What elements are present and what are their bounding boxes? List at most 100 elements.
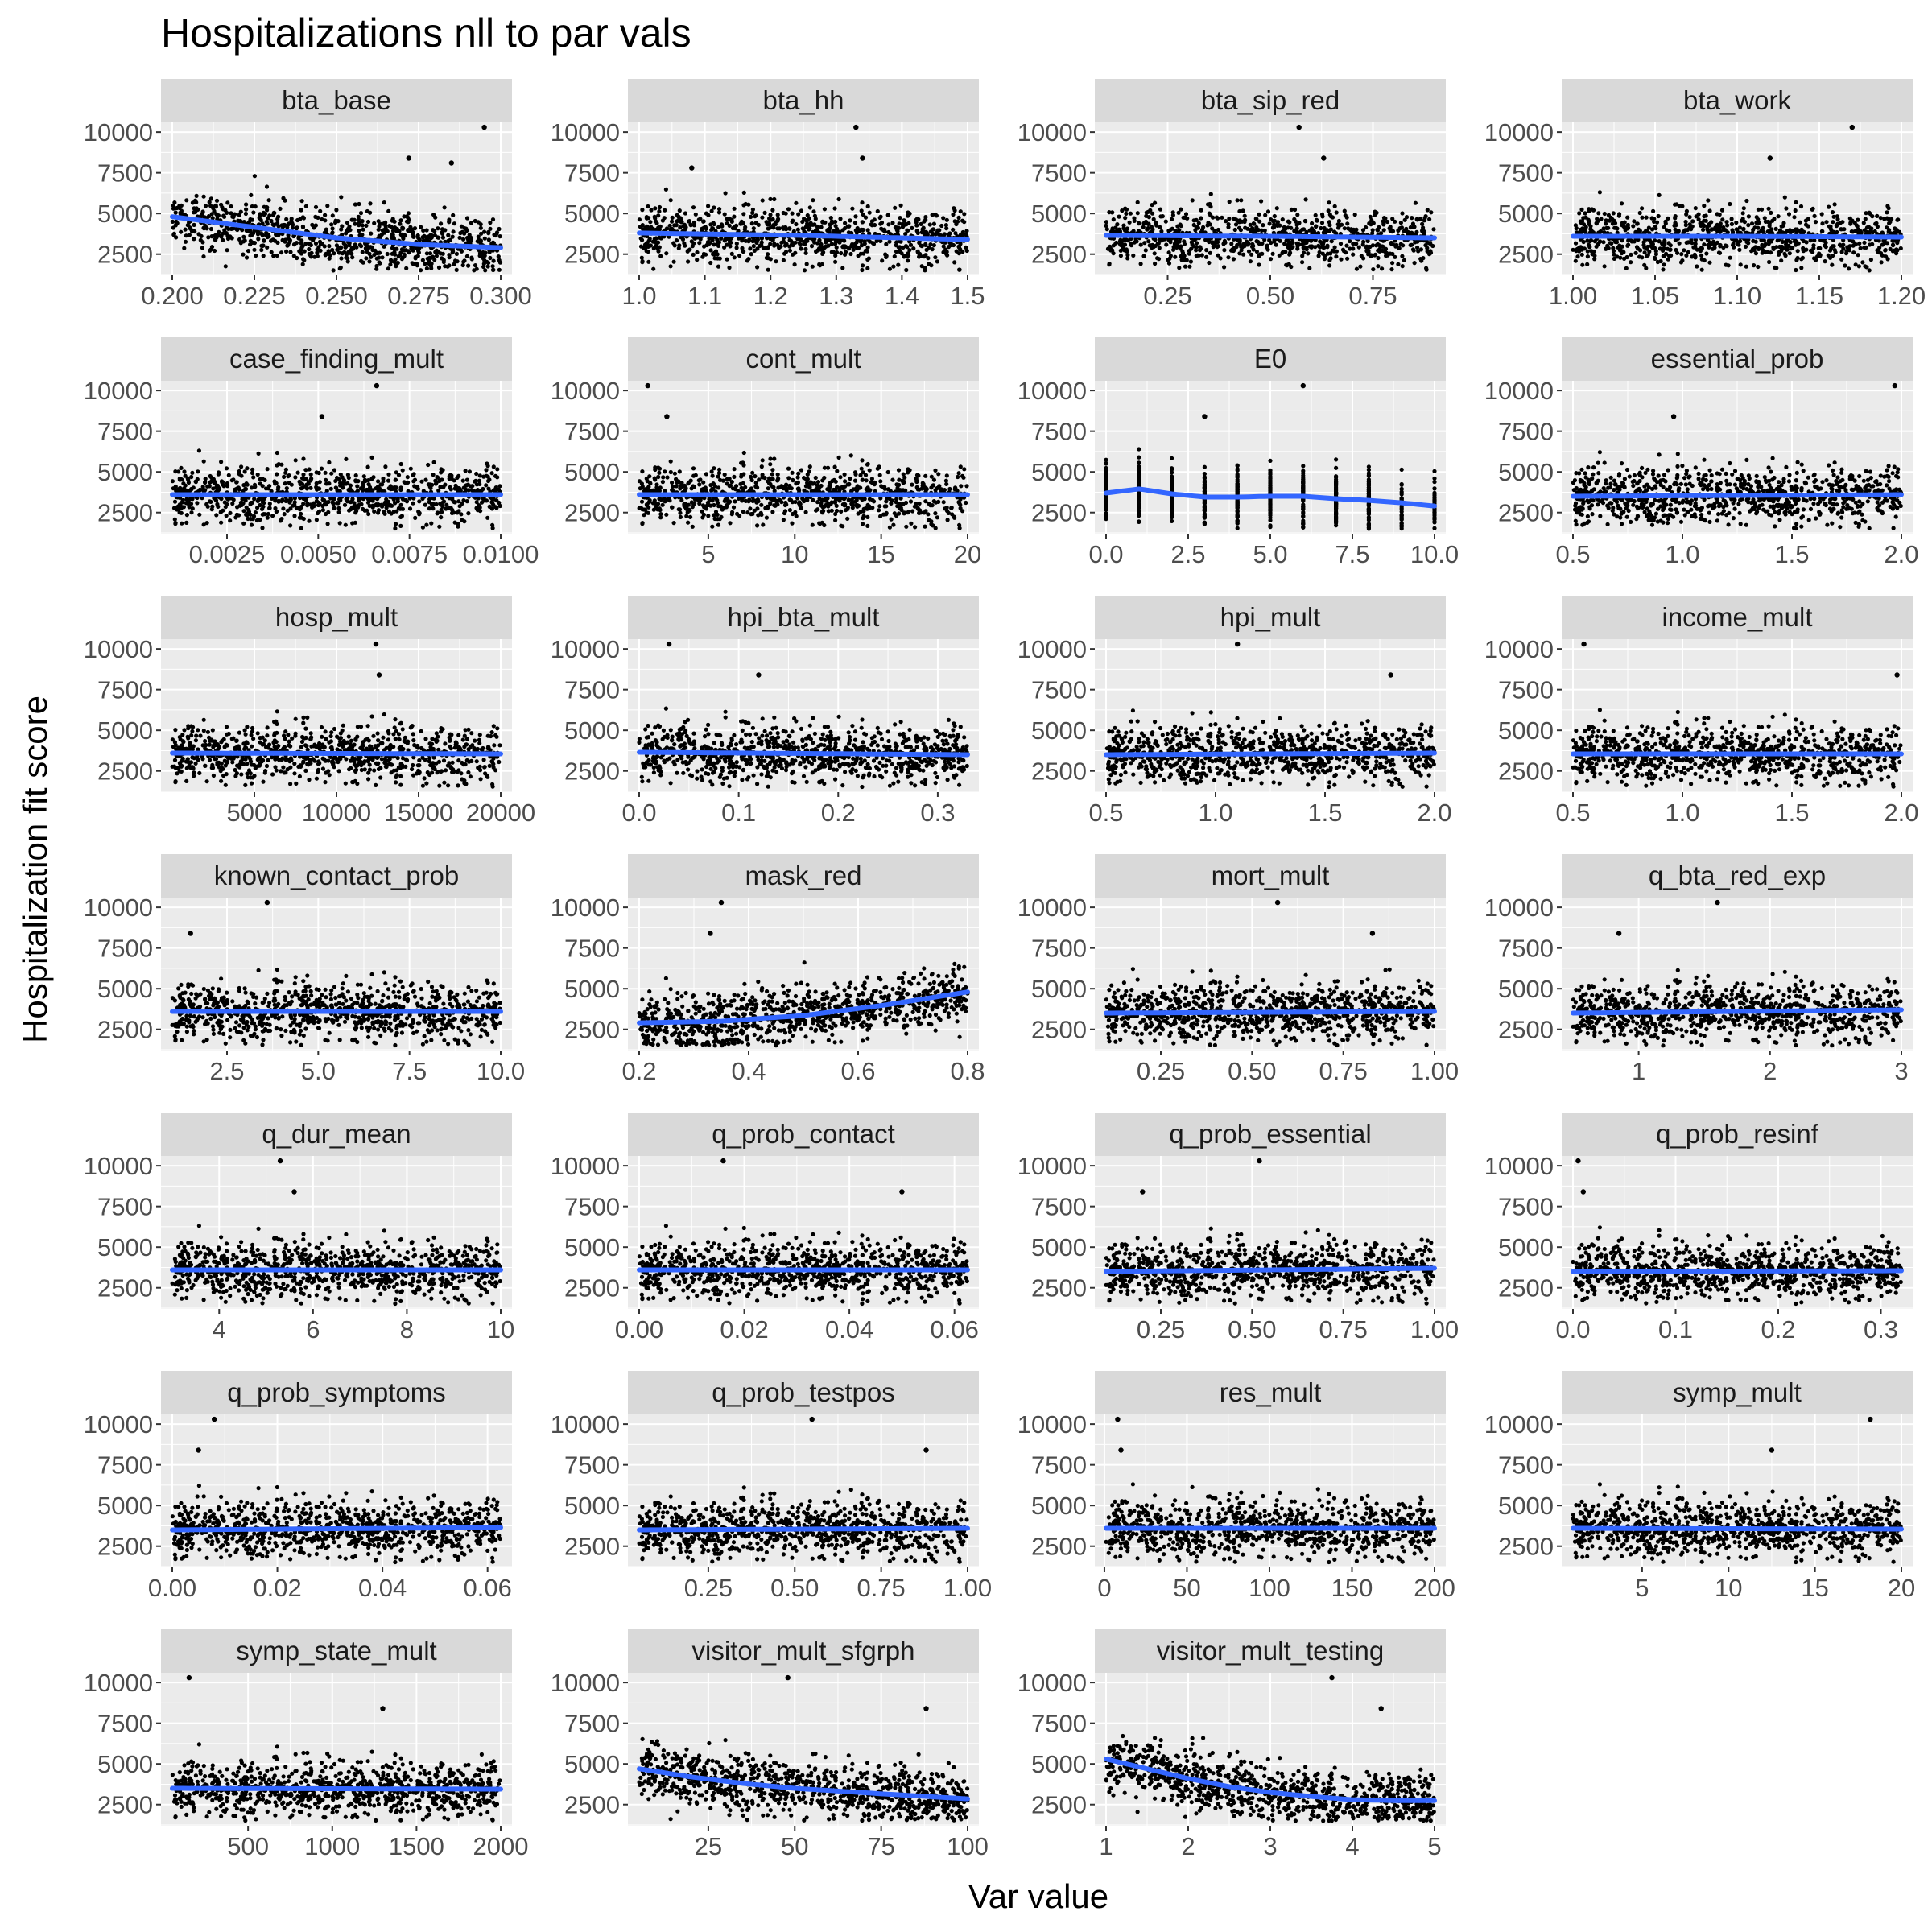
- y-tick-label: 2500: [1031, 241, 1087, 269]
- scatter-point: [1389, 240, 1393, 246]
- scatter-point: [386, 478, 391, 483]
- scatter-point: [1739, 218, 1744, 223]
- scatter-point: [433, 481, 439, 486]
- scatter-point: [189, 474, 194, 480]
- scatter-point: [1867, 210, 1872, 215]
- scatter-point: [1737, 225, 1742, 230]
- scatter-point: [493, 485, 498, 490]
- scatter-point: [712, 205, 716, 210]
- scatter-point: [1250, 242, 1255, 246]
- scatter-point: [1127, 220, 1132, 225]
- scatter-point: [368, 201, 373, 206]
- scatter-point: [1649, 239, 1653, 245]
- scatter-point: [682, 241, 687, 246]
- scatter-point: [701, 219, 706, 224]
- scatter-point: [1647, 249, 1652, 254]
- scatter-point: [915, 230, 920, 235]
- scatter-point: [355, 484, 360, 489]
- scatter-point: [458, 230, 463, 236]
- scatter-point: [201, 254, 206, 259]
- scatter-point: [720, 224, 724, 229]
- scatter-point: [323, 470, 328, 475]
- scatter-point: [1156, 241, 1161, 246]
- scatter-point: [1601, 240, 1606, 245]
- scatter-point: [1666, 257, 1670, 262]
- scatter-point: [284, 249, 289, 254]
- scatter-point: [1741, 226, 1746, 231]
- scatter-point: [439, 515, 444, 520]
- scatter-point: [393, 477, 398, 482]
- scatter-point: [894, 227, 899, 232]
- panel-strip: [161, 79, 512, 122]
- scatter-point: [687, 219, 692, 224]
- scatter-point: [1138, 262, 1143, 266]
- x-tick-label: 1.00: [1549, 282, 1597, 310]
- scatter-point: [1589, 249, 1594, 254]
- scatter-point: [1622, 220, 1627, 225]
- scatter-point: [269, 250, 274, 254]
- scatter-point: [431, 228, 436, 233]
- scatter-point: [250, 204, 254, 209]
- scatter-point: [1281, 250, 1286, 254]
- scatter-point: [1774, 266, 1779, 270]
- scatter-point: [1875, 225, 1880, 229]
- scatter-point: [768, 237, 773, 242]
- scatter-point: [833, 259, 838, 264]
- y-tick-label: 7500: [564, 418, 620, 446]
- scatter-point: [1713, 242, 1718, 246]
- scatter-point: [1138, 242, 1143, 247]
- panel-strip-label: bta_work: [1683, 85, 1791, 115]
- outlier-point: [1296, 124, 1302, 130]
- outlier-point: [1849, 124, 1855, 130]
- scatter-point: [1272, 213, 1277, 219]
- scatter-point: [860, 243, 865, 248]
- scatter-point: [242, 220, 246, 225]
- scatter-point: [660, 502, 665, 507]
- scatter-point: [1744, 264, 1748, 269]
- scatter-point: [188, 497, 193, 502]
- scatter-point: [398, 487, 403, 493]
- scatter-point: [343, 522, 348, 527]
- scatter-point: [737, 253, 742, 258]
- scatter-point: [794, 221, 799, 227]
- scatter-point: [663, 187, 669, 192]
- scatter-point: [1721, 227, 1726, 232]
- scatter-point: [1104, 227, 1109, 232]
- scatter-point: [718, 477, 723, 483]
- x-tick-label: 1.5: [950, 282, 985, 310]
- scatter-point: [910, 225, 914, 230]
- scatter-point: [1810, 207, 1814, 212]
- scatter-point: [1263, 213, 1268, 217]
- scatter-point: [489, 471, 494, 476]
- scatter-point: [1699, 253, 1704, 258]
- scatter-point: [1189, 246, 1194, 251]
- scatter-point: [252, 174, 257, 179]
- scatter-point: [1776, 214, 1781, 219]
- scatter-point: [440, 251, 445, 256]
- scatter-point: [328, 253, 333, 258]
- scatter-point: [934, 213, 939, 218]
- x-tick-label: 1.1: [687, 282, 722, 310]
- scatter-point: [171, 225, 175, 230]
- scatter-point: [1373, 252, 1378, 257]
- scatter-point: [350, 497, 355, 502]
- scatter-point: [451, 213, 456, 217]
- scatter-point: [663, 208, 667, 213]
- scatter-point: [1327, 212, 1332, 217]
- scatter-point: [189, 510, 194, 515]
- scatter-point: [1694, 214, 1699, 219]
- scatter-point: [337, 266, 342, 271]
- scatter-point: [269, 218, 274, 224]
- scatter-point: [799, 246, 803, 251]
- scatter-point: [768, 257, 773, 262]
- x-tick-label: 0.300: [469, 282, 532, 310]
- x-tick-label: 0.225: [223, 282, 286, 310]
- scatter-point: [951, 227, 956, 232]
- scatter-point: [365, 219, 371, 225]
- scatter-point: [642, 242, 648, 247]
- scatter-point: [728, 244, 733, 249]
- scatter-point: [1885, 216, 1889, 221]
- scatter-point: [317, 501, 322, 506]
- scatter-point: [750, 207, 756, 212]
